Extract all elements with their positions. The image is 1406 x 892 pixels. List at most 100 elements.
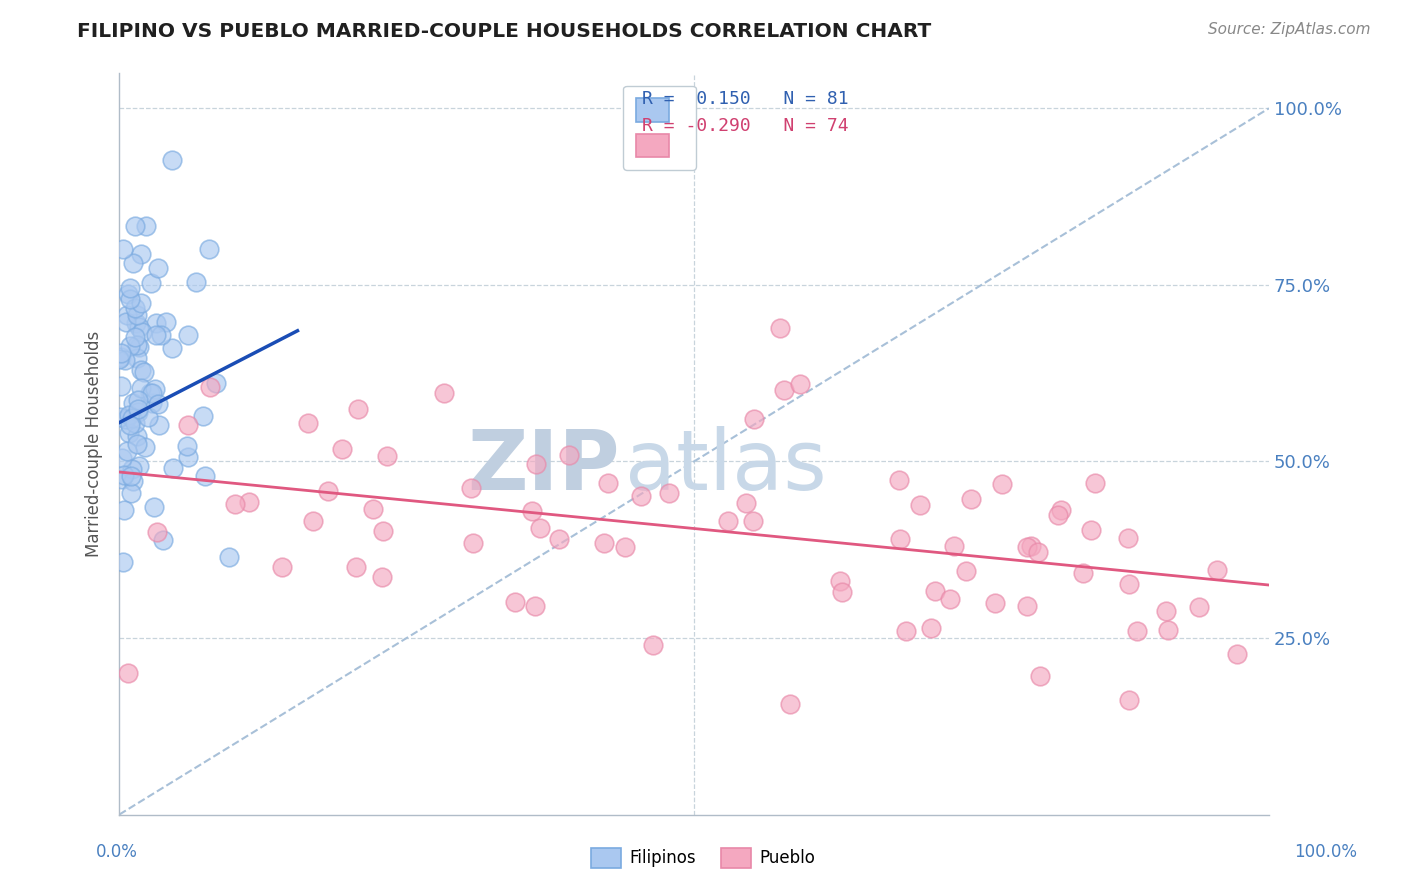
Point bbox=[112, 468, 135, 483]
Point bbox=[344, 560, 367, 574]
Point bbox=[117, 666, 139, 681]
Point bbox=[110, 472, 132, 486]
Point bbox=[779, 697, 801, 711]
Point bbox=[128, 459, 150, 474]
Point bbox=[641, 638, 664, 652]
Point bbox=[112, 555, 135, 569]
Point bbox=[373, 524, 395, 539]
Point bbox=[1206, 563, 1229, 577]
Text: R =  0.150   N = 81: R = 0.150 N = 81 bbox=[643, 90, 849, 108]
Point bbox=[955, 565, 977, 579]
Point bbox=[160, 342, 183, 356]
Point bbox=[991, 477, 1014, 491]
Point bbox=[118, 425, 141, 440]
Point bbox=[141, 396, 163, 410]
Point bbox=[128, 340, 150, 354]
Point bbox=[129, 296, 152, 310]
Point bbox=[115, 443, 138, 458]
Point bbox=[191, 409, 214, 424]
Point bbox=[124, 219, 146, 234]
Point bbox=[177, 450, 200, 464]
Point bbox=[176, 439, 198, 453]
Point bbox=[129, 381, 152, 395]
Point bbox=[143, 382, 166, 396]
Point bbox=[176, 417, 198, 432]
Point bbox=[148, 417, 170, 432]
Point bbox=[120, 469, 142, 483]
Point bbox=[121, 395, 143, 409]
Point bbox=[630, 490, 652, 504]
Point bbox=[186, 275, 208, 289]
Point bbox=[346, 401, 368, 416]
Point bbox=[1116, 531, 1139, 545]
Point bbox=[894, 624, 917, 638]
Point bbox=[148, 396, 170, 410]
Point bbox=[152, 533, 174, 548]
Point bbox=[146, 260, 169, 275]
Point bbox=[145, 328, 167, 343]
Text: R = -0.290   N = 74: R = -0.290 N = 74 bbox=[643, 118, 849, 136]
Point bbox=[887, 474, 910, 488]
Point bbox=[735, 496, 758, 510]
Point bbox=[204, 376, 226, 391]
Text: FILIPINO VS PUEBLO MARRIED-COUPLE HOUSEHOLDS CORRELATION CHART: FILIPINO VS PUEBLO MARRIED-COUPLE HOUSEH… bbox=[77, 22, 932, 41]
Point bbox=[125, 316, 148, 330]
Point bbox=[118, 417, 141, 432]
Point bbox=[460, 481, 482, 495]
Point bbox=[1071, 566, 1094, 581]
Text: ZIP: ZIP bbox=[467, 425, 620, 507]
Point bbox=[146, 525, 169, 540]
Point bbox=[114, 352, 136, 367]
Point bbox=[127, 405, 149, 419]
Point bbox=[122, 256, 145, 270]
Point bbox=[117, 287, 139, 301]
Point bbox=[155, 315, 177, 329]
Point bbox=[150, 328, 173, 343]
Point bbox=[120, 338, 142, 352]
Point bbox=[1118, 693, 1140, 707]
Point bbox=[598, 476, 620, 491]
Point bbox=[121, 462, 143, 476]
Point bbox=[162, 461, 184, 475]
Point bbox=[139, 386, 162, 401]
Point bbox=[959, 491, 981, 506]
Text: atlas: atlas bbox=[626, 425, 827, 507]
Point bbox=[908, 498, 931, 512]
Point bbox=[984, 596, 1007, 610]
Point bbox=[1026, 545, 1049, 559]
Point bbox=[129, 363, 152, 377]
Point bbox=[1019, 539, 1042, 553]
Point bbox=[139, 276, 162, 290]
Point bbox=[889, 532, 911, 546]
Point bbox=[1118, 577, 1140, 591]
Point bbox=[831, 585, 853, 599]
Point bbox=[115, 315, 138, 329]
Text: 0.0%: 0.0% bbox=[96, 843, 138, 861]
Point bbox=[117, 409, 139, 423]
Point bbox=[316, 483, 339, 498]
Point bbox=[1046, 508, 1069, 523]
Point bbox=[1188, 599, 1211, 614]
Point bbox=[108, 409, 131, 424]
Point bbox=[124, 330, 146, 344]
Point bbox=[131, 247, 153, 261]
Point bbox=[557, 449, 579, 463]
Point bbox=[124, 301, 146, 315]
Point bbox=[330, 442, 353, 456]
Point bbox=[197, 242, 219, 256]
Point bbox=[503, 595, 526, 609]
Point bbox=[110, 350, 132, 364]
Point bbox=[361, 502, 384, 516]
Point bbox=[461, 536, 484, 550]
Point bbox=[224, 497, 246, 511]
Point bbox=[118, 281, 141, 295]
Point bbox=[1226, 647, 1249, 661]
Point bbox=[131, 325, 153, 339]
Point bbox=[789, 377, 811, 392]
Point bbox=[110, 345, 132, 359]
Point bbox=[433, 385, 456, 400]
Point bbox=[120, 486, 142, 500]
Point bbox=[127, 338, 149, 352]
Legend: Filipinos, Pueblo: Filipinos, Pueblo bbox=[585, 841, 821, 875]
Point bbox=[301, 514, 323, 528]
